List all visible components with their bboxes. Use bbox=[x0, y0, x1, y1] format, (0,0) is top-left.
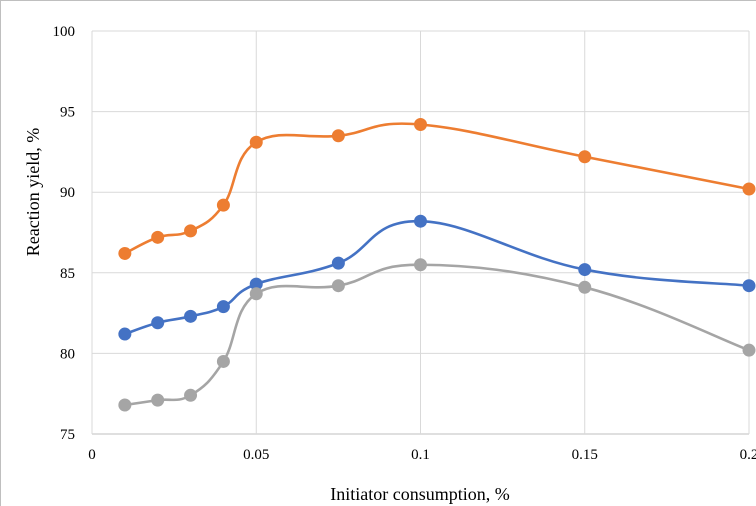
data-point bbox=[414, 258, 427, 272]
series-line bbox=[123, 219, 751, 336]
y-tick-label: 85 bbox=[60, 266, 75, 282]
series-2 bbox=[118, 214, 756, 341]
y-tick-label: 80 bbox=[60, 346, 75, 362]
data-point bbox=[118, 246, 132, 260]
data-point bbox=[331, 279, 345, 293]
data-point bbox=[151, 230, 165, 244]
data-point bbox=[414, 214, 427, 228]
x-tick-label: 0.2 bbox=[740, 447, 756, 463]
data-point bbox=[118, 398, 132, 412]
data-point bbox=[118, 327, 132, 341]
data-point bbox=[249, 135, 263, 149]
data-point bbox=[414, 117, 427, 131]
data-point bbox=[578, 263, 592, 277]
tick-labels: 75 80 85 90 95 100 0 0.05 0.1 0.15 0.2 bbox=[53, 24, 756, 463]
data-point bbox=[216, 300, 230, 314]
data-point bbox=[578, 280, 592, 294]
series-line bbox=[123, 263, 751, 407]
y-axis-title: Reaction yield, % bbox=[23, 128, 43, 256]
data-point bbox=[331, 129, 345, 143]
data-point bbox=[216, 198, 230, 212]
data-point bbox=[151, 316, 165, 330]
data-point bbox=[216, 354, 230, 368]
series-line bbox=[123, 122, 751, 255]
x-tick-label: 0 bbox=[88, 447, 96, 463]
data-point bbox=[742, 343, 756, 357]
y-tick-label: 100 bbox=[53, 24, 76, 40]
y-tick-label: 75 bbox=[60, 427, 75, 443]
y-tick-label: 90 bbox=[60, 185, 75, 201]
series-3 bbox=[118, 258, 756, 412]
data-point bbox=[184, 309, 198, 323]
data-point bbox=[742, 182, 756, 196]
x-tick-label: 0.1 bbox=[411, 447, 430, 463]
x-tick-label: 0.15 bbox=[572, 447, 598, 463]
x-axis-title: Initiator consumption, % bbox=[330, 484, 509, 504]
series-layer bbox=[118, 117, 756, 412]
x-tick-label: 0.05 bbox=[243, 447, 269, 463]
data-point bbox=[184, 388, 198, 402]
data-point bbox=[742, 279, 756, 293]
data-point bbox=[578, 150, 592, 164]
y-tick-label: 95 bbox=[60, 105, 75, 121]
data-point bbox=[151, 393, 165, 407]
data-point bbox=[184, 224, 198, 238]
series-1 bbox=[118, 117, 756, 260]
gridlines bbox=[91, 30, 750, 435]
data-point bbox=[331, 256, 345, 270]
data-point bbox=[249, 287, 263, 301]
